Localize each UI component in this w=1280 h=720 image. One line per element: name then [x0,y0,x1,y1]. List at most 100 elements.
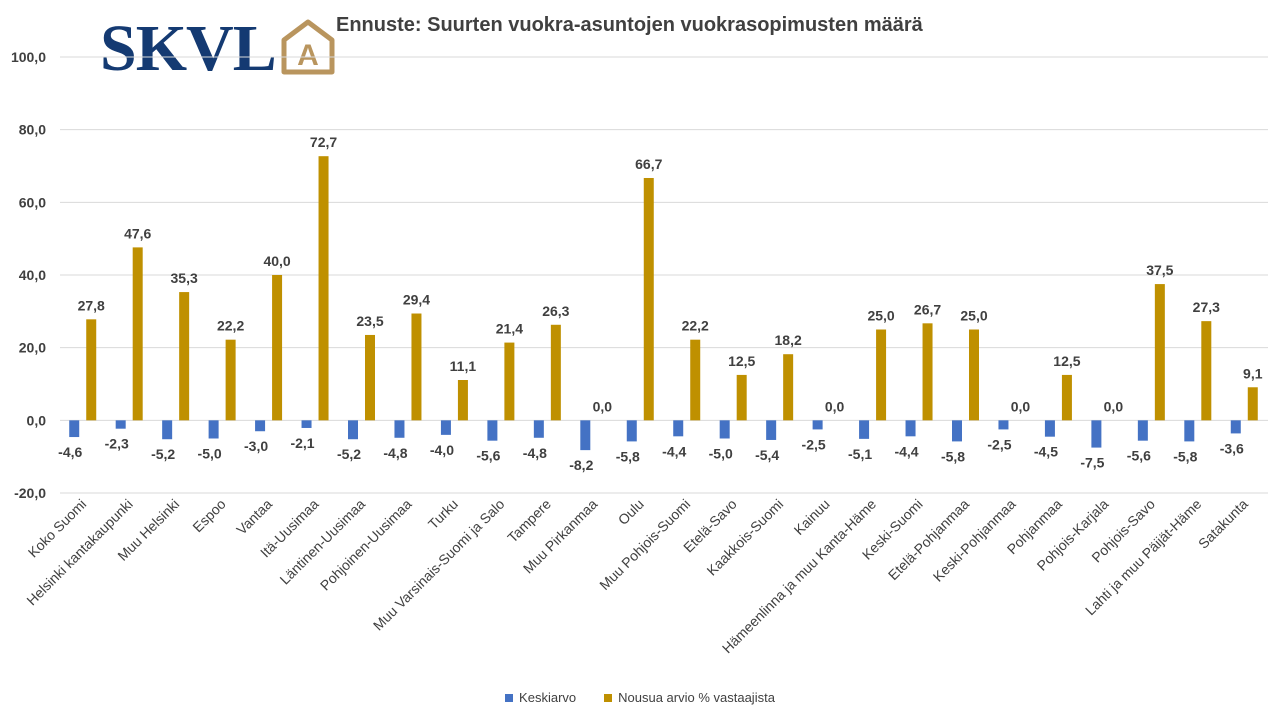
bar-keskiarvo [208,420,219,439]
category-label: Espoo [189,496,229,536]
data-label-keskiarvo: -3,6 [1220,440,1244,456]
bar-nousua [1247,387,1258,421]
data-label-nousua: 26,7 [914,301,941,317]
category-label: Oulu [615,496,647,528]
data-label-nousua: 66,7 [635,156,662,172]
bar-nousua [411,313,422,421]
bar-keskiarvo [719,420,730,439]
bar-nousua [179,292,190,421]
bar-nousua [272,275,283,421]
y-tick-label: 20,0 [19,340,46,356]
data-label-nousua: 47,6 [124,225,151,241]
y-tick-label: 0,0 [27,412,47,428]
bar-keskiarvo [115,420,126,429]
logo-mark-letter: A [297,39,319,72]
data-label-nousua: 0,0 [593,398,613,414]
legend-item-keskiarvo: Keskiarvo [505,690,576,705]
bar-keskiarvo [162,420,173,440]
data-label-nousua: 40,0 [263,253,290,269]
skvl-logo: SKVL A [100,16,336,82]
bar-keskiarvo [1184,420,1195,442]
data-label-nousua: 25,0 [867,308,894,324]
data-label-nousua: 29,4 [403,292,430,308]
bar-nousua [1061,374,1072,421]
data-label-keskiarvo: -7,5 [1080,455,1104,471]
bar-nousua [132,247,143,421]
bar-keskiarvo [348,420,358,440]
category-label: Satakunta [1195,496,1251,552]
category-label: Turku [425,496,461,532]
bar-nousua [736,374,747,421]
bar-keskiarvo [69,420,80,438]
bar-keskiarvo [1091,420,1102,448]
data-label-keskiarvo: -8,2 [569,457,593,473]
bar-keskiarvo [1044,420,1055,437]
bar-nousua [1154,284,1165,421]
data-label-nousua: 22,2 [682,318,709,334]
data-label-keskiarvo: -4,4 [662,443,686,459]
data-label-nousua: 23,5 [356,313,383,329]
legend-swatch-keskiarvo [505,693,514,702]
bar-nousua [690,339,701,421]
data-label-keskiarvo: -3,0 [244,438,268,454]
data-label-keskiarvo: -5,1 [848,446,872,462]
data-label-keskiarvo: -2,5 [802,436,826,452]
bar-nousua [643,177,654,421]
data-label-nousua: 0,0 [1104,398,1124,414]
data-label-nousua: 9,1 [1243,365,1263,381]
bar-nousua [550,324,561,421]
category-label: Etelä-Pohjanmaa [885,496,972,583]
bar-keskiarvo [487,420,498,441]
chart-legend: Keskiarvo Nousua arvio % vastaajista [0,690,1280,705]
data-label-keskiarvo: -2,1 [290,435,314,451]
data-label-nousua: 72,7 [310,134,337,150]
bar-keskiarvo [998,420,1009,430]
data-label-nousua: 27,8 [78,297,105,313]
category-label: Keski-Pohjanmaa [930,496,1019,585]
bar-keskiarvo [1137,420,1148,441]
bar-keskiarvo [859,420,870,439]
category-label: Muu Pohjois-Suomi [596,496,693,593]
data-label-nousua: 35,3 [171,270,198,286]
legend-item-nousua: Nousua arvio % vastaajista [604,690,775,705]
data-label-nousua: 37,5 [1146,262,1173,278]
data-label-keskiarvo: -4,5 [1034,444,1058,460]
y-tick-label: 40,0 [19,267,46,283]
bar-nousua [457,380,468,421]
bar-nousua [318,156,329,421]
data-label-nousua: 0,0 [1011,398,1031,414]
house-logo-icon: A [281,19,335,75]
legend-label-keskiarvo: Keskiarvo [519,690,577,705]
data-label-keskiarvo: -5,2 [151,446,175,462]
bar-keskiarvo [440,420,451,435]
bar-nousua [783,354,794,421]
data-label-keskiarvo: -2,3 [105,436,129,452]
data-label-keskiarvo: -5,6 [476,448,500,464]
data-label-keskiarvo: -5,8 [616,448,640,464]
y-tick-label: -20,0 [14,485,46,501]
bar-keskiarvo [301,420,312,428]
data-label-keskiarvo: -4,8 [523,445,547,461]
bar-nousua [876,329,887,421]
bar-nousua [1201,321,1212,421]
bar-nousua [969,329,979,421]
bar-keskiarvo [580,420,591,451]
legend-label-nousua: Nousua arvio % vastaajista [618,690,775,705]
data-label-nousua: 25,0 [960,308,987,324]
bar-keskiarvo [626,420,637,442]
y-tick-label: 100,0 [11,49,46,65]
chart-title: Ennuste: Suurten vuokra-asuntojen vuokra… [336,14,923,36]
bar-keskiarvo [905,420,916,437]
bar-keskiarvo [766,420,777,440]
data-label-nousua: 27,3 [1193,299,1220,315]
category-label: Pohjoinen-Uusimaa [317,496,415,594]
bar-nousua [225,339,236,421]
data-label-nousua: 12,5 [728,353,755,369]
data-label-nousua: 21,4 [496,321,523,337]
bar-nousua [86,319,97,421]
data-label-keskiarvo: -2,5 [987,436,1011,452]
data-label-keskiarvo: -4,8 [383,445,407,461]
category-label: Kainuu [791,496,833,538]
y-tick-label: 60,0 [19,194,46,210]
